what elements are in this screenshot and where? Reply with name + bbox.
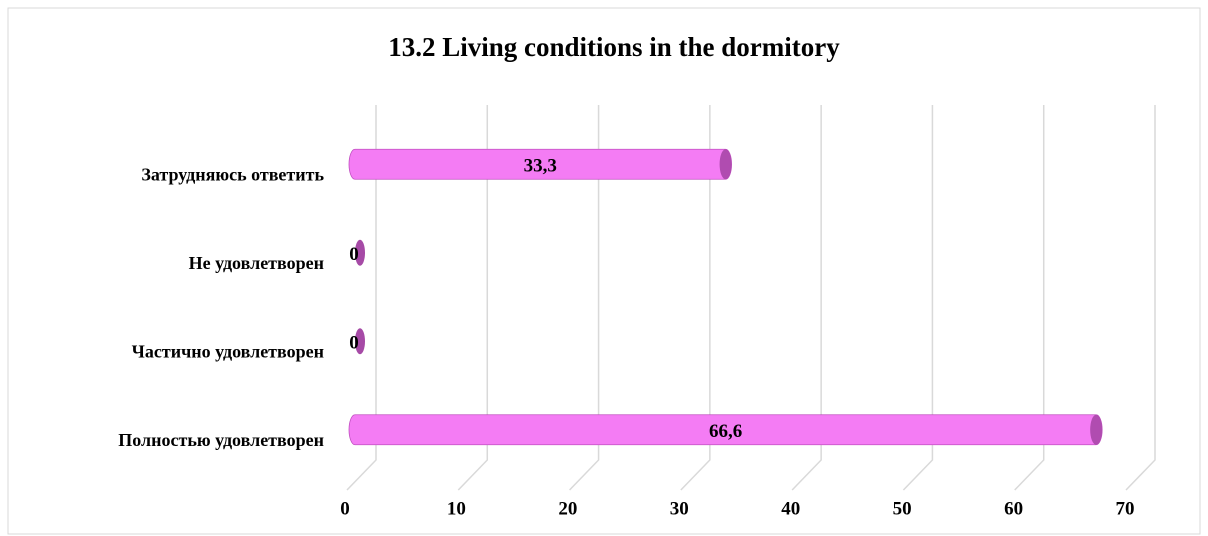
chart-title: 13.2 Living conditions in the dormitory [388, 32, 840, 62]
grid-line [1125, 105, 1156, 491]
grid-line [346, 105, 377, 491]
data-label: 33,3 [524, 156, 557, 177]
data-label: 0 [349, 244, 359, 265]
x-tick-label: 30 [670, 498, 689, 519]
x-tick-label: 20 [558, 498, 577, 519]
y-tick-label: Полностью удовлетворен [118, 430, 324, 450]
data-label: 66,6 [709, 421, 742, 442]
grid-line [1014, 105, 1045, 491]
y-tick-label: Не удовлетворен [189, 253, 324, 273]
y-tick-label: Затрудняюсь ответить [141, 164, 324, 184]
x-tick-label: 40 [781, 498, 800, 519]
x-tick-label: 70 [1116, 498, 1135, 519]
bar [355, 239, 365, 266]
bar-cap [719, 149, 732, 180]
bar-cap [1090, 414, 1103, 445]
data-label: 0 [349, 333, 359, 354]
grid-line [457, 105, 489, 491]
x-tick-label: 50 [893, 498, 912, 519]
grid-line [791, 105, 822, 491]
x-tick-label: 0 [340, 498, 350, 519]
x-tick-label: 10 [447, 498, 466, 519]
grid-line [569, 105, 600, 491]
grid-line [680, 105, 711, 491]
grid-line [902, 105, 934, 491]
x-tick-label: 60 [1004, 498, 1023, 519]
chart-frame [7, 7, 1201, 535]
y-tick-label: Частично удовлетворен [132, 341, 324, 361]
bar [355, 328, 365, 355]
